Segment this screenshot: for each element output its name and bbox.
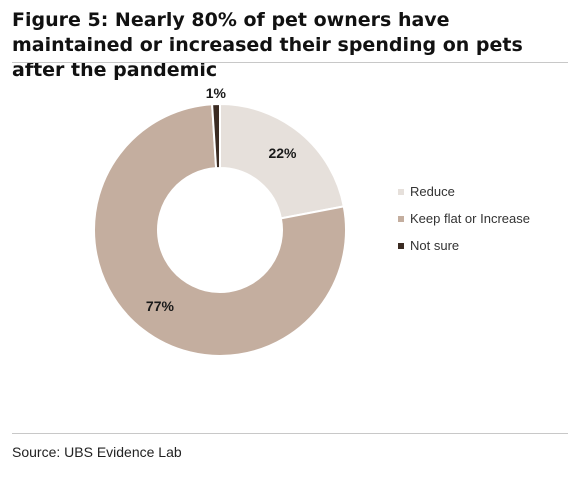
legend-swatch-reduce [398, 188, 404, 195]
donut-chart: 22% 77% 1% [93, 85, 347, 357]
slice-keep-flat-or-increase [93, 103, 347, 357]
source-divider [12, 433, 568, 434]
legend-label-keep-flat-or-increase: Keep flat or Increase [410, 211, 530, 226]
legend-swatch-keep-flat-or-increase [398, 215, 404, 222]
legend-item-keep-flat-or-increase: Keep flat or Increase [398, 205, 530, 232]
slice-not-sure [211, 102, 221, 170]
slice-label-keep-flat-or-increase: 77% [146, 298, 175, 314]
legend-item-not-sure: Not sure [398, 232, 530, 259]
legend-item-reduce: Reduce [398, 178, 530, 205]
title-divider [12, 62, 568, 63]
legend-label-reduce: Reduce [410, 184, 455, 199]
source-note: Source: UBS Evidence Lab [12, 444, 182, 460]
legend: Reduce Keep flat or Increase Not sure [398, 178, 530, 259]
legend-swatch-not-sure [398, 242, 404, 249]
slice-label-reduce: 22% [268, 145, 297, 161]
slice-label-not-sure: 1% [206, 85, 227, 101]
slice-reduce [219, 102, 345, 220]
legend-label-not-sure: Not sure [410, 238, 460, 253]
chart-title: Figure 5: Nearly 80% of pet owners have … [12, 9, 523, 81]
